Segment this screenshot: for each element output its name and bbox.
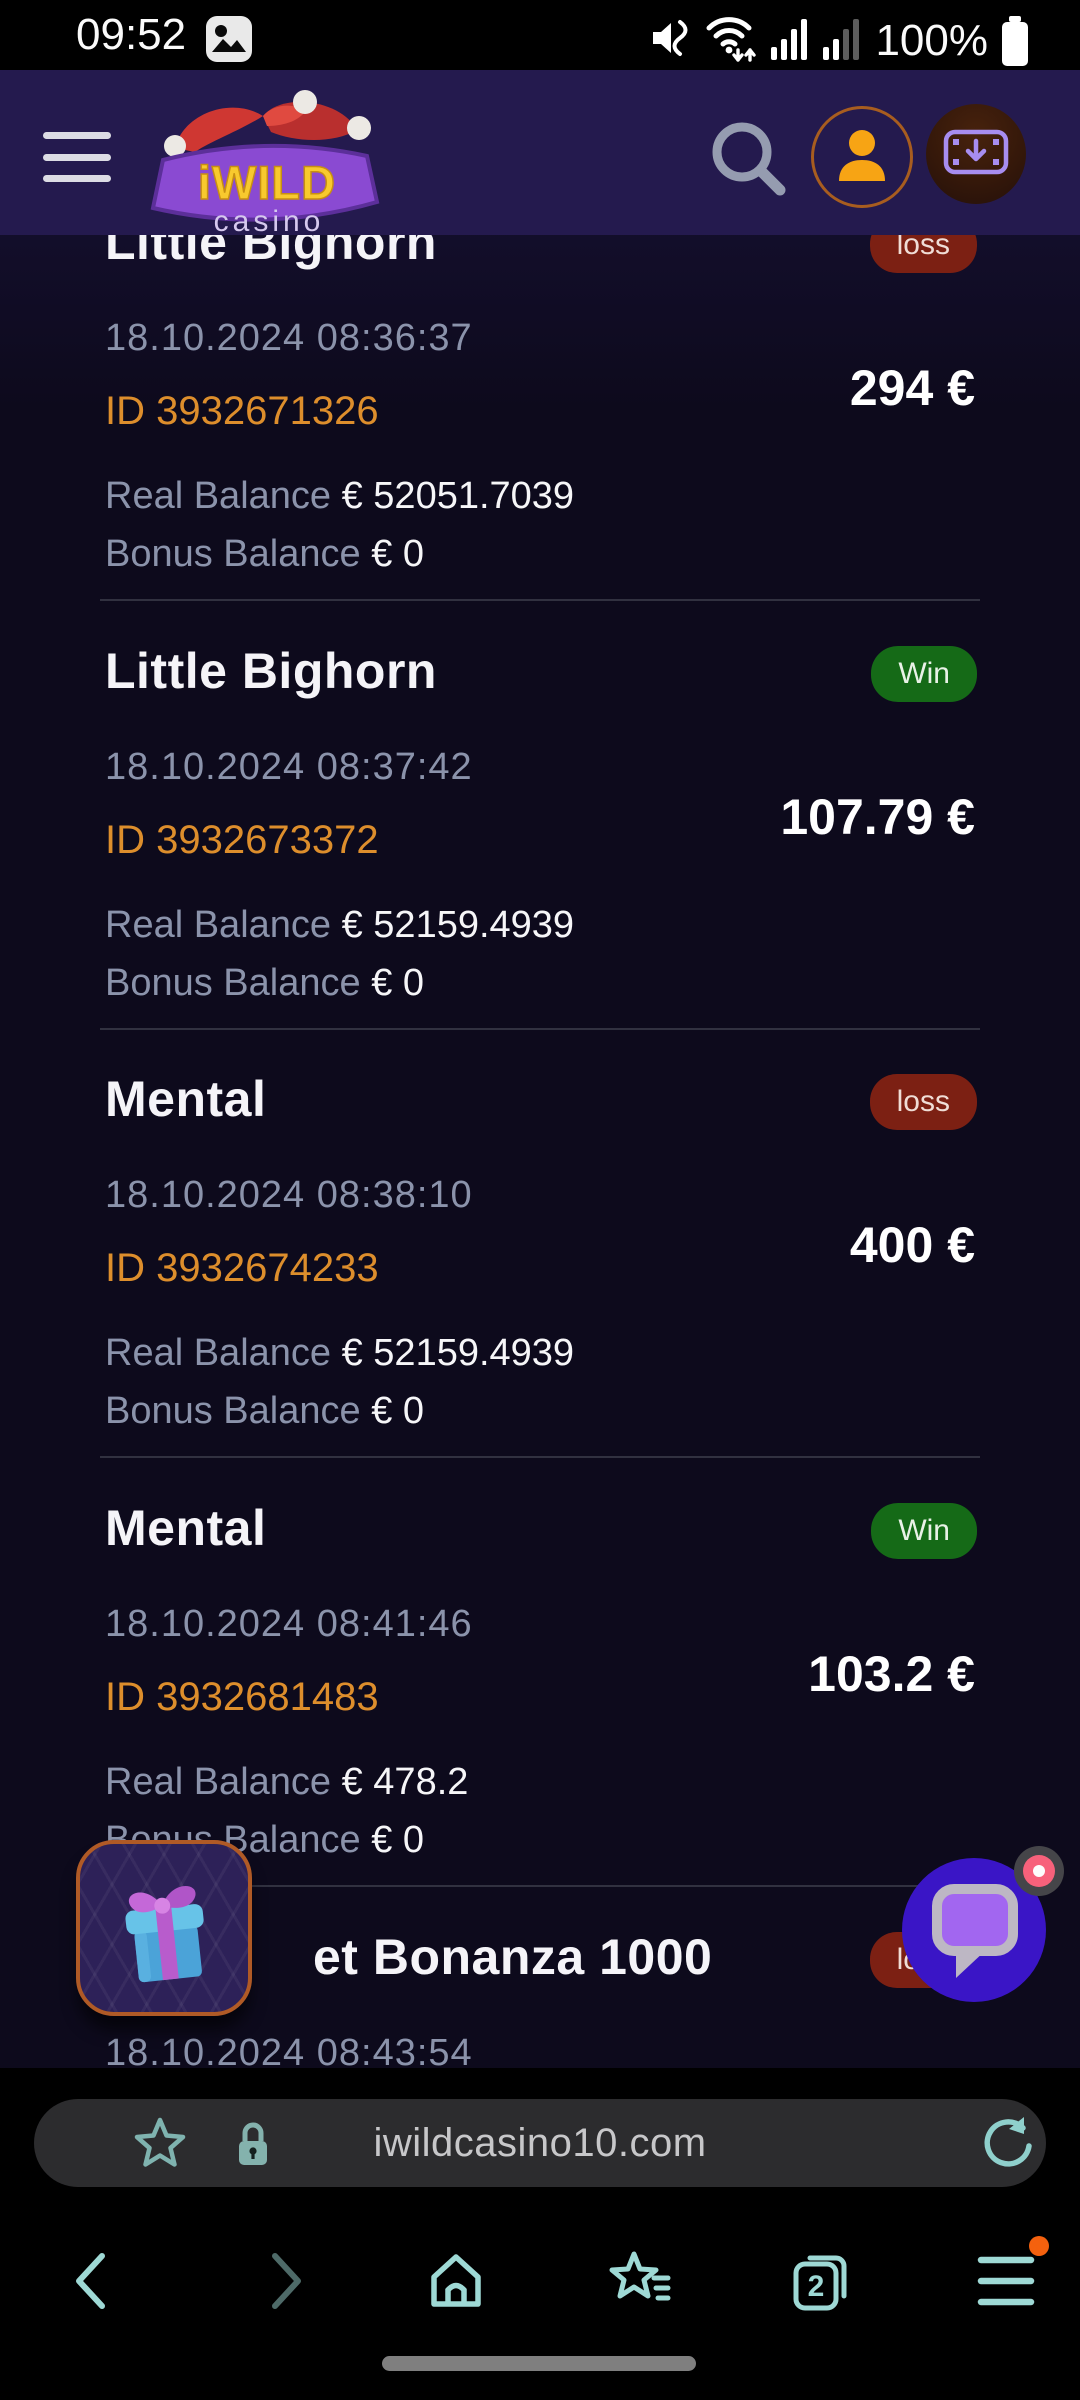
bonus-balance-value: € 0: [371, 533, 425, 575]
divider: [100, 1885, 980, 1887]
bonus-balance-row: Bonus Balance € 0: [105, 1390, 424, 1433]
transaction-amount: 294 €: [849, 360, 975, 416]
real-balance-label: Real Balance: [105, 1332, 332, 1374]
logo-sub: casino: [214, 205, 325, 236]
tabs-button[interactable]: 2: [788, 2248, 854, 2314]
tab-count: 2: [808, 2270, 825, 2303]
transaction-amount: 103.2 €: [808, 1646, 975, 1702]
address-bar[interactable]: iwildcasino10.com: [34, 2099, 1046, 2187]
menu-hamburger-button[interactable]: [43, 132, 111, 182]
game-title: Little Bighorn: [105, 643, 437, 699]
live-chat-button[interactable]: [902, 1846, 1064, 2002]
bonus-balance-value: € 0: [371, 1390, 425, 1432]
home-button[interactable]: [423, 2248, 489, 2314]
refresh-icon[interactable]: [980, 2115, 1036, 2176]
real-balance-value: € 478.2: [341, 1761, 469, 1803]
wifi-icon: [705, 12, 757, 69]
bonus-balance-label: Bonus Balance: [105, 1390, 361, 1432]
bookmarks-button[interactable]: [608, 2248, 674, 2314]
mute-vibrate-icon: [651, 13, 691, 68]
deposit-button[interactable]: [926, 104, 1026, 204]
banknote-download-icon: [943, 120, 1009, 189]
logo-word: iWILD: [198, 156, 336, 209]
result-badge-win: Win: [871, 646, 977, 702]
transaction-datetime: 18.10.2024 08:37:42: [105, 746, 473, 788]
game-title: Mental: [105, 1500, 267, 1556]
real-balance-value: € 52159.4939: [341, 1332, 575, 1374]
transaction-datetime: 18.10.2024 08:38:10: [105, 1174, 473, 1216]
browser-chrome: iwildcasino10.com: [0, 2068, 1080, 2400]
result-badge-win: Win: [871, 1503, 977, 1559]
signal-sim1-icon: [771, 15, 809, 66]
secure-lock-icon[interactable]: [232, 2119, 274, 2174]
transaction-amount: 400 €: [849, 1217, 975, 1273]
chat-notification-badge: [1014, 1846, 1064, 1896]
forward-button[interactable]: [249, 2248, 315, 2314]
real-balance-row: Real Balance € 478.2: [105, 1761, 468, 1804]
person-icon: [831, 125, 893, 190]
back-button[interactable]: [62, 2248, 128, 2314]
app-header: iWILD casino: [0, 70, 1080, 238]
browser-navigation-bar: 2: [0, 2236, 1080, 2314]
status-icons: 100%: [651, 12, 1028, 69]
game-title: et Bonanza 1000: [313, 1929, 713, 1985]
transaction-id: ID 3932674233: [105, 1246, 379, 1290]
real-balance-row: Real Balance € 52159.4939: [105, 1332, 574, 1375]
menu-notification-dot: [1029, 2236, 1049, 2256]
real-balance-value: € 52051.7039: [341, 475, 575, 517]
bonus-balance-value: € 0: [371, 962, 425, 1004]
profile-button[interactable]: [811, 106, 913, 208]
battery-icon: [1002, 15, 1028, 66]
battery-percent: 100%: [875, 15, 988, 65]
iwild-casino-logo[interactable]: iWILD casino: [145, 86, 385, 241]
quick-access-star-icon[interactable]: [132, 2115, 188, 2176]
chat-bubble-icon: [932, 1884, 1018, 1985]
transaction-id: ID 3932673372: [105, 818, 379, 862]
clock: 09:52: [76, 10, 187, 59]
bonus-balance-label: Bonus Balance: [105, 533, 361, 575]
real-balance-row: Real Balance € 52159.4939: [105, 904, 574, 947]
gesture-handle[interactable]: [382, 2356, 696, 2371]
search-icon[interactable]: [708, 118, 792, 207]
transaction-id: ID 3932681483: [105, 1675, 379, 1719]
real-balance-label: Real Balance: [105, 904, 332, 946]
bonus-balance-row: Bonus Balance € 0: [105, 533, 424, 576]
gift-promo-button[interactable]: [76, 1840, 252, 2016]
transaction-datetime: 18.10.2024 08:36:37: [105, 317, 473, 359]
browser-menu-button[interactable]: [973, 2236, 1049, 2314]
gift-box-icon: [89, 1851, 239, 2006]
transaction-id: ID 3932671326: [105, 389, 379, 433]
real-balance-label: Real Balance: [105, 1761, 332, 1803]
bonus-balance-label: Bonus Balance: [105, 962, 361, 1004]
screenshot-notification-icon: [204, 14, 254, 69]
real-balance-value: € 52159.4939: [341, 904, 575, 946]
signal-sim2-icon: [823, 15, 861, 66]
bonus-balance-row: Bonus Balance € 0: [105, 962, 424, 1005]
url-text: iwildcasino10.com: [373, 2121, 707, 2165]
divider: [100, 599, 980, 601]
bonus-balance-value: € 0: [371, 1819, 425, 1861]
result-badge-loss: loss: [869, 1074, 977, 1130]
transaction-amount: 107.79 €: [780, 789, 975, 845]
transactions-list-background: [0, 70, 1080, 2068]
real-balance-label: Real Balance: [105, 475, 332, 517]
real-balance-row: Real Balance € 52051.7039: [105, 475, 574, 518]
status-bar: 09:52: [0, 0, 1080, 70]
divider: [100, 1456, 980, 1458]
transaction-datetime: 18.10.2024 08:41:46: [105, 1603, 473, 1645]
transaction-datetime: 18.10.2024 08:43:54: [105, 2032, 473, 2074]
divider: [100, 1028, 980, 1030]
game-title: Mental: [105, 1071, 267, 1127]
